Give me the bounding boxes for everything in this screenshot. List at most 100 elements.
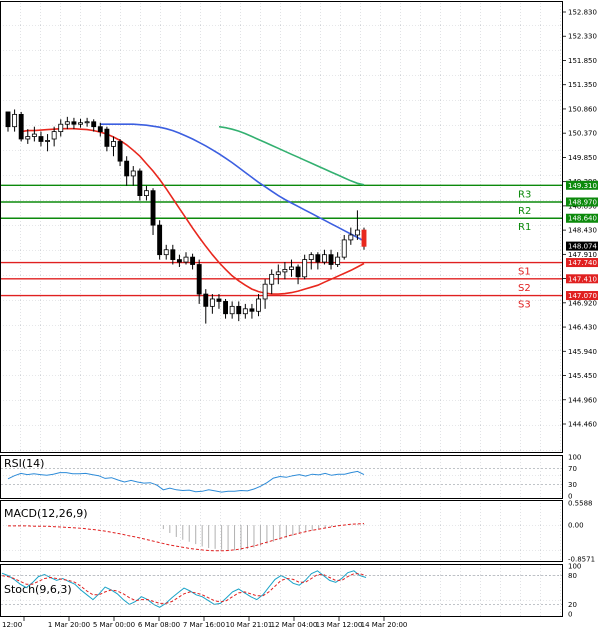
price-tick-label: 152.330 — [568, 33, 597, 41]
candle-body — [209, 298, 215, 307]
rsi-tick-label: 0 — [568, 493, 572, 501]
level-tags: 149.310 148.970 148.640 147.740 147.410 147.0… — [566, 180, 598, 301]
candle-body — [289, 266, 294, 270]
candle-body — [58, 123, 64, 133]
candle-body — [223, 301, 228, 315]
candle-body — [295, 266, 301, 278]
macd-tick-label: 0.5588 — [568, 500, 593, 508]
stoch-k-line — [1, 570, 367, 608]
candle-body — [71, 121, 77, 125]
time-tick-label: 5 Mar 00:00 — [93, 621, 135, 629]
candle-body — [31, 133, 37, 137]
candle-body — [104, 128, 110, 147]
candle-body — [361, 229, 367, 247]
candle-body — [302, 259, 308, 278]
candle-body — [84, 121, 90, 124]
level-tag-r2 — [566, 197, 598, 207]
rsi-panel: RSI(14) 100 70 30 0 — [0, 454, 581, 501]
level-label-r2: R2 — [518, 206, 531, 217]
stoch-tick-label: 20 — [568, 601, 577, 609]
rsi-label: RSI(14) — [4, 457, 44, 470]
candle-body — [216, 298, 222, 302]
macd-signal-line — [8, 523, 365, 552]
candle-body — [328, 254, 334, 265]
price-tick-label: 146.430 — [568, 324, 597, 332]
macd-axis: 0.5588 0.00 -0.8571 — [568, 500, 595, 564]
time-tick-label: 14 Mar 20:00 — [361, 621, 408, 629]
rsi-axis: 100 70 30 0 — [1, 454, 581, 501]
candle-body — [137, 170, 143, 197]
price-panel: R3 R2 R1 S1 S2 S3 152.830 152.330 151.850 151.35… — [0, 1, 598, 453]
candle-body — [190, 256, 196, 265]
macd-label: MACD(12,26,9) — [4, 507, 88, 520]
candle-body — [38, 136, 44, 142]
candle-body — [242, 308, 248, 315]
candle-body — [163, 249, 169, 256]
price-tick-label: 144.460 — [568, 421, 597, 429]
candle-body — [196, 264, 202, 295]
ma-line-ma_slow — [218, 125, 365, 186]
pivot-levels: R3 R2 R1 S1 S2 S3 — [1, 184, 562, 311]
candle-body — [51, 131, 57, 140]
candle-body — [157, 224, 163, 256]
price-tick-label: 148.430 — [568, 227, 597, 235]
current-price-tag — [566, 241, 598, 251]
price-tick-label: 146.920 — [568, 299, 597, 307]
level-label-s1: S1 — [518, 267, 531, 278]
macd-panel: MACD(12,26,9) 0.5588 0.00 -0.8571 — [0, 500, 595, 564]
candle-body — [64, 121, 70, 125]
level-label-r1: R1 — [518, 222, 531, 233]
candle-body — [236, 305, 242, 315]
candle-body — [78, 122, 83, 125]
level-tag-text: 147.740 — [568, 259, 597, 267]
time-tick-label: 12 Mar 04:00 — [271, 621, 318, 629]
candle-body — [25, 136, 31, 140]
candle-body — [322, 254, 327, 263]
price-tick-label: 151.350 — [568, 81, 597, 89]
candle-body — [335, 256, 341, 265]
candle-body — [203, 293, 209, 307]
rsi-tick-label: 100 — [568, 454, 581, 462]
level-label-r3: R3 — [518, 189, 531, 200]
candle-body — [229, 305, 235, 315]
rsi-line — [7, 470, 365, 493]
time-tick-label: 13 Mar 12:00 — [316, 621, 363, 629]
price-tick-label: 147.910 — [568, 251, 597, 259]
price-tick-label: 151.850 — [568, 57, 597, 65]
candle-body — [170, 249, 176, 260]
candle-body — [97, 126, 103, 133]
current-price-text: 148.074 — [568, 243, 597, 251]
candle-body — [124, 160, 130, 177]
price-tick-label: 150.370 — [568, 130, 597, 138]
candle-body — [256, 298, 261, 312]
candle-body — [262, 283, 268, 300]
candle-body — [354, 229, 360, 236]
level-tag-s3 — [566, 291, 598, 301]
level-tag-s1 — [566, 258, 598, 268]
candle-body — [45, 140, 50, 142]
time-tick-label: 1 Mar 20:00 — [48, 621, 90, 629]
candle-body — [282, 269, 288, 273]
time-tick-label: 6 Mar 08:00 — [138, 621, 180, 629]
level-tag-text: 148.640 — [568, 215, 597, 223]
candle-body — [176, 259, 182, 263]
candlesticks — [5, 109, 367, 324]
candle-body — [111, 141, 116, 147]
candle-body — [183, 256, 189, 263]
stoch-series — [1, 570, 367, 608]
candle-body — [249, 308, 255, 312]
price-tick-label: 150.860 — [568, 105, 597, 113]
rsi-tick-label: 70 — [568, 465, 577, 473]
candle-body — [308, 254, 314, 260]
stoch-label: Stoch(9,6,3) — [4, 583, 72, 596]
macd-series — [8, 523, 365, 552]
candle-body — [275, 271, 281, 275]
level-label-s2: S2 — [518, 283, 531, 294]
candle-body — [144, 190, 149, 197]
stoch-tick-label: 80 — [568, 572, 577, 580]
stoch-tick-label: 100 — [568, 563, 581, 571]
level-tag-text: 149.310 — [568, 182, 597, 190]
